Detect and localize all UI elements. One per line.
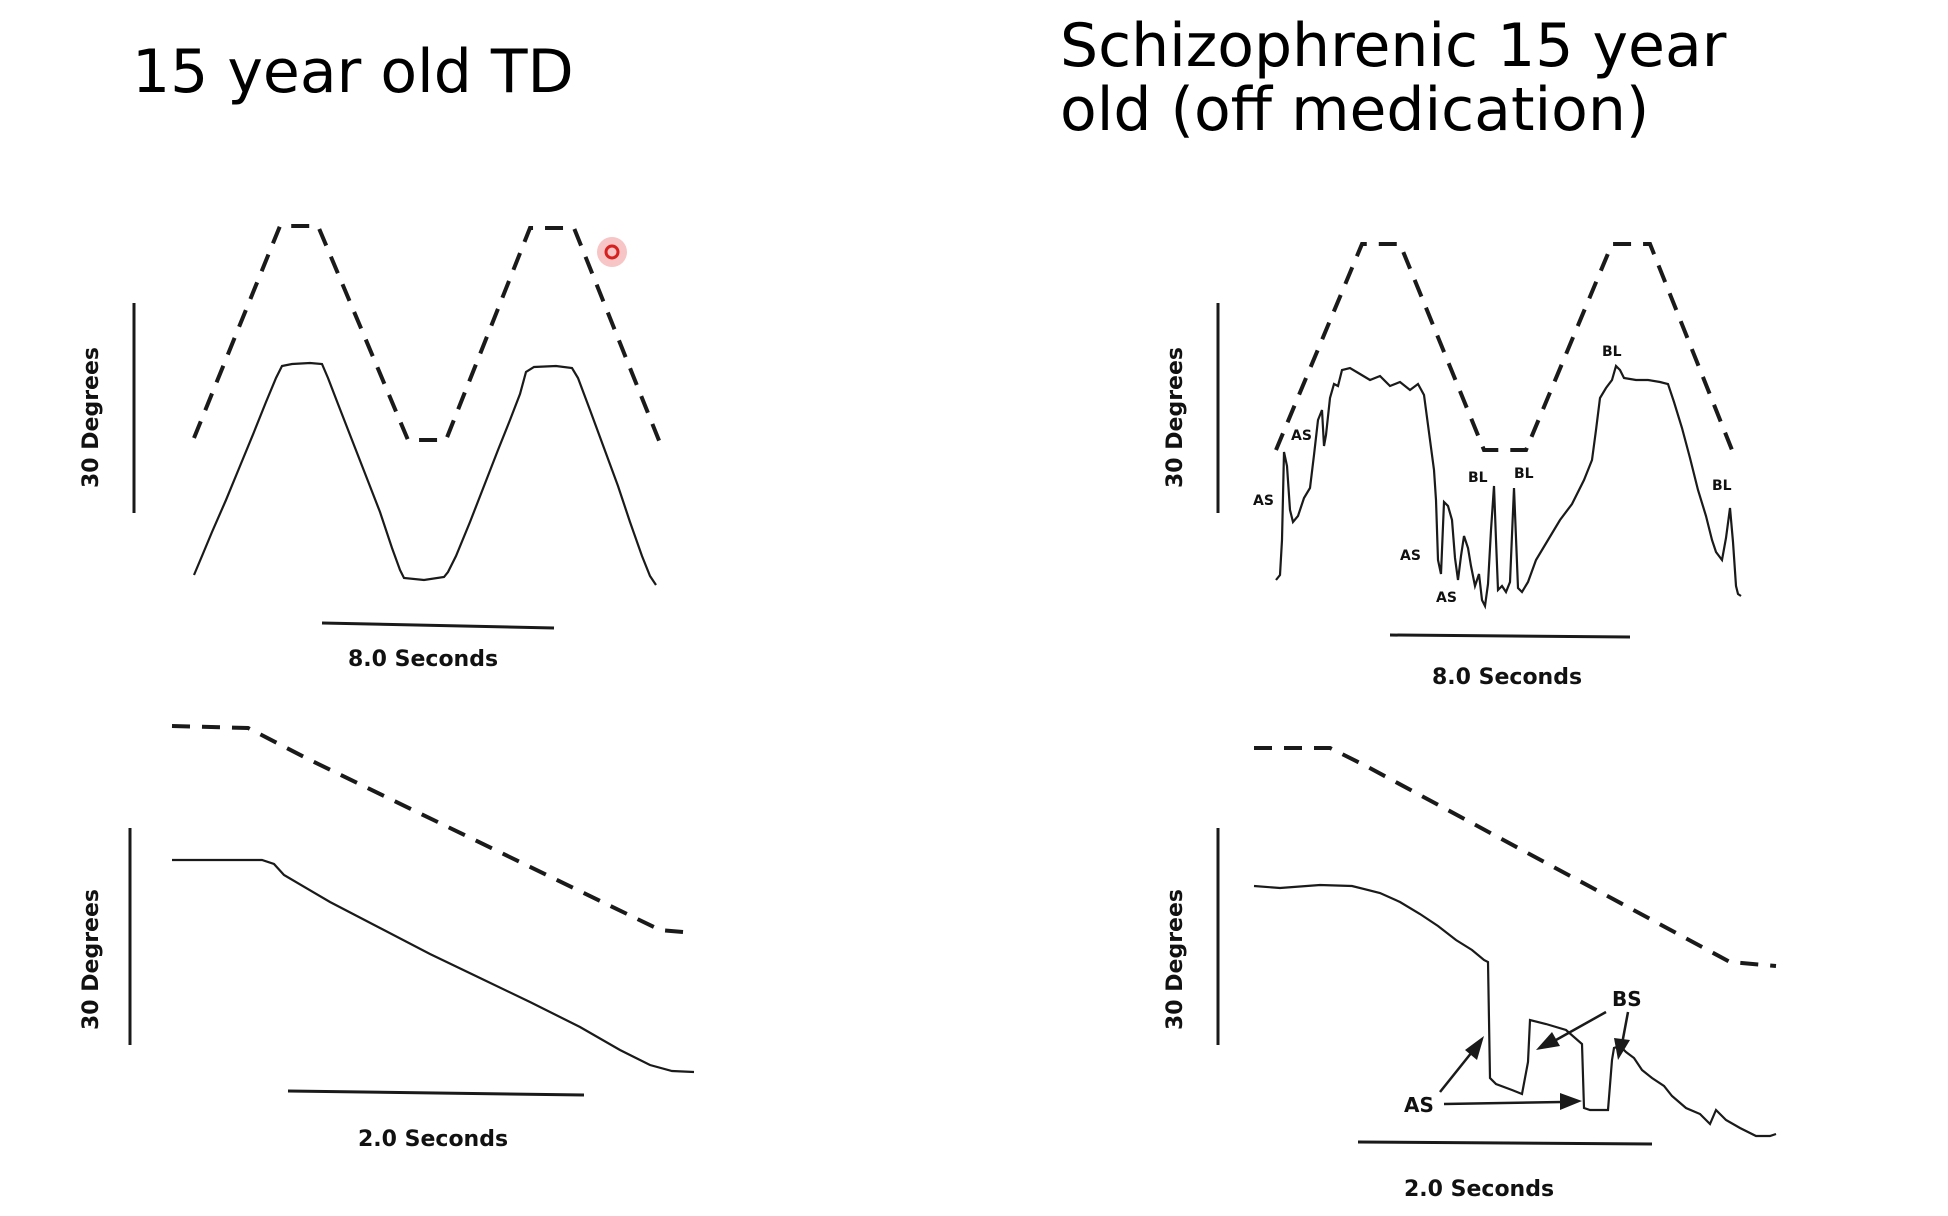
annotation-bl: BL — [1468, 470, 1488, 486]
arrow-bs-1 — [1536, 1010, 1607, 1050]
annotation-bl: BL — [1514, 466, 1534, 482]
x-scale-bar — [287, 1089, 585, 1097]
arrow-as-2 — [1443, 1093, 1582, 1110]
eye-trace — [1275, 363, 1742, 610]
annotation-as: AS — [1291, 428, 1312, 444]
x-axis-label: 8.0 Seconds — [348, 647, 498, 672]
eye-trace — [192, 361, 657, 586]
eye-trace — [1253, 883, 1777, 1138]
y-axis-label: 30 Degrees — [1163, 347, 1188, 488]
title-schizophrenic-line2: old (off medication) — [1060, 75, 1650, 145]
eye-trace — [172, 858, 695, 1074]
y-axis-label: 30 Degrees — [79, 347, 104, 488]
x-scale-bar — [321, 621, 555, 630]
panel-schizophrenic-2s: 30 Degrees AS BS 2.0 Seconds — [1163, 746, 1777, 1202]
annotation-bl: BL — [1712, 478, 1732, 494]
annotation-bl: BL — [1602, 344, 1622, 360]
x-scale-bar — [1357, 1140, 1653, 1146]
title-td: 15 year old TD — [132, 37, 574, 107]
target-trace-dashed — [1274, 242, 1734, 452]
annotation-as: AS — [1400, 548, 1421, 564]
annotation-as: AS — [1253, 493, 1274, 509]
annotation-as: AS — [1404, 1093, 1434, 1117]
annotation-bs: BS — [1612, 987, 1642, 1011]
target-trace-dashed — [192, 224, 662, 444]
x-axis-label: 8.0 Seconds — [1432, 665, 1582, 690]
arrow-bs-2 — [1614, 1011, 1630, 1060]
target-trace-dashed — [1254, 746, 1777, 968]
title-schizophrenic-line1: Schizophrenic 15 year — [1060, 11, 1727, 81]
x-axis-label: 2.0 Seconds — [358, 1127, 508, 1152]
panel-schizophrenic-8s: 30 Degrees AS AS AS AS BL BL BL BL 8.0 S… — [1163, 242, 1742, 690]
annotation-as: AS — [1436, 590, 1457, 606]
x-axis-label: 2.0 Seconds — [1404, 1177, 1554, 1202]
target-trace-dashed — [171, 724, 695, 935]
arrow-as-1 — [1439, 1036, 1484, 1093]
panel-td-2s: 30 Degrees 2.0 Seconds — [79, 724, 695, 1152]
y-axis-label: 30 Degrees — [1163, 889, 1188, 1030]
red-circle-cursor-icon — [597, 237, 627, 267]
x-scale-bar — [1389, 633, 1631, 639]
panel-td-8s: 30 Degrees 8.0 Seconds — [79, 224, 662, 672]
y-axis-label: 30 Degrees — [79, 889, 104, 1030]
